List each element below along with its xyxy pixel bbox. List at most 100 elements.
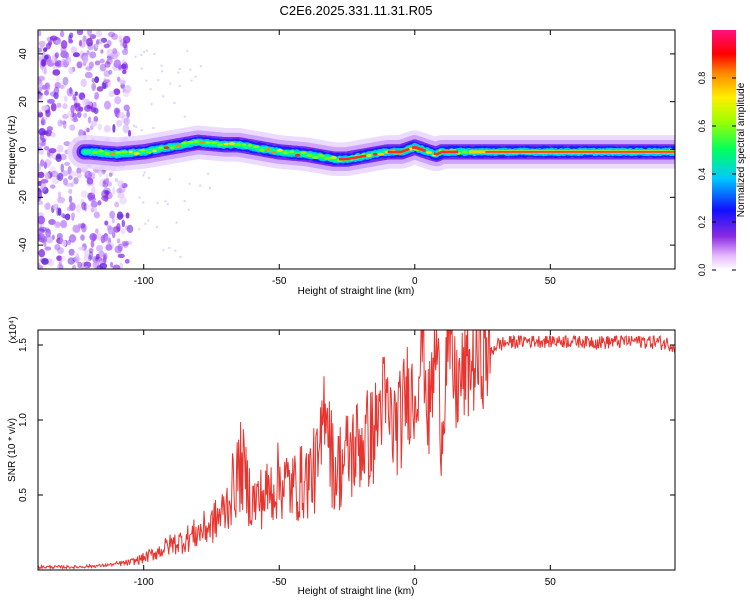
spectrogram-peak-cell [115, 151, 123, 154]
spectrogram-core-band [411, 145, 427, 153]
spectrogram-noise-cell [122, 242, 129, 248]
spectrogram-noise-cell [47, 98, 55, 104]
spectrogram-noise-cell [103, 79, 110, 84]
spectrogram-noise-cell [44, 172, 50, 180]
spectrogram-peak-cell [139, 148, 146, 152]
spectrogram-peak-cell [199, 141, 205, 144]
spectrogram-noise-cell [78, 39, 82, 47]
spectrogram-noise-cell [94, 76, 100, 84]
chart-title: C2E6.2025.331.11.31.R05 [280, 3, 433, 18]
spectrogram-noise-cell [207, 172, 210, 175]
spectrogram-noise-cell [116, 211, 124, 220]
spectrogram-noise-cell [41, 117, 45, 126]
spectrogram-noise-cell [93, 211, 100, 219]
spectrogram-noise-cell [103, 125, 111, 133]
spectrogram-noise-cell [76, 111, 82, 118]
spectrogram-peak-cell [181, 141, 188, 145]
colorbar-tick-label: 0.6 [697, 120, 707, 133]
spectrogram-noise-cell [70, 46, 78, 54]
spectrogram-noise-cell [50, 184, 56, 189]
spectrogram-peak-cell [187, 140, 194, 144]
spectrogram-noise-cell [57, 247, 64, 255]
spectrogram-noise-cell [126, 110, 130, 119]
spectrogram-noise-cell [143, 171, 146, 174]
spectrogram-noise-cell [63, 59, 69, 68]
spectrogram-noise-cell [114, 177, 119, 183]
colorbar-gradient [712, 30, 736, 270]
spectrogram-noise-cell [107, 57, 113, 65]
spectrogram-noise-cell [126, 224, 134, 234]
spectrogram-noise-cell [107, 31, 116, 38]
spectrogram-noise-cell [117, 243, 123, 252]
spectrogram-noise-cell [138, 196, 141, 199]
spectrogram-noise-cell [41, 58, 47, 67]
spectrogram-noise-cell [68, 234, 77, 243]
spectrogram-noise-cell [100, 49, 104, 54]
spectrogram-noise-cell [69, 124, 76, 131]
spectrogram-peak-cell [324, 156, 331, 160]
spectrogram-noise-cell [53, 92, 59, 100]
spectrogram-noise-cell [91, 186, 96, 196]
spectrogram-peak-cell [247, 144, 253, 147]
spectrogram-peak-cell [282, 151, 289, 155]
spectrogram-core-band [433, 150, 459, 156]
spectrogram-noise-cell [90, 106, 97, 113]
spectrogram-noise-cell [38, 47, 43, 53]
spectrogram-noise-cell [38, 109, 42, 114]
spectrogram-noise-cell [77, 261, 83, 269]
spectrogram-peak-cell [223, 142, 229, 146]
spectrogram-noise-cell [46, 126, 53, 132]
spectrogram-noise-cell [78, 106, 84, 112]
spectrogram-noise-cell [40, 159, 45, 167]
spectrogram-peak-cell [306, 154, 313, 157]
spectrogram-x-tick-label: 50 [545, 276, 557, 287]
spectrogram-noise-cell [121, 219, 126, 228]
spectrogram-noise-cell [50, 132, 56, 138]
spectrogram-noise-cell [38, 111, 44, 118]
spectrogram-noise-cell [38, 228, 45, 234]
spectrogram-peak-cell [163, 146, 170, 150]
spectrogram-noise-cell [63, 95, 68, 102]
spectrogram-noise-cell [86, 49, 90, 56]
spectrogram-noise-cell [72, 224, 81, 233]
spectrogram-peak-cell [265, 148, 271, 151]
spectrogram-noise-cell [62, 239, 67, 247]
spectrogram-noise-cell [60, 163, 65, 173]
spectrogram-noise-cell [108, 69, 113, 75]
spectrogram-noise-cell [54, 221, 61, 229]
spectrogram-noise-cell [145, 49, 148, 52]
spectrogram-noise-cell [109, 169, 115, 176]
spectrogram-noise-cell [186, 50, 189, 53]
spectrogram-peak-cell [211, 141, 218, 145]
spectrogram-noise-cell [38, 171, 45, 179]
spectrogram-noise-cell [95, 228, 99, 234]
spectrogram-noise-cell [38, 163, 42, 172]
spectrogram-noise-cell [147, 219, 150, 222]
spectrogram-noise-cell [50, 103, 57, 112]
spectrogram-peak-cell [217, 143, 224, 147]
spectrogram-noise-cell [140, 67, 143, 70]
spectrogram-noise-cell [121, 48, 129, 56]
spectrogram-noise-cell [125, 240, 133, 246]
spectrogram-noise-cell [70, 104, 75, 114]
spectrogram-noise-cell [169, 82, 172, 85]
spectrogram-noise-cell [66, 87, 74, 97]
spectrogram-noise-cell [112, 186, 116, 195]
colorbar: 0.0 0.2 0.4 0.6 0.8 Normalized spectral ampl… [697, 30, 747, 276]
spectrogram-noise-cell [50, 170, 59, 178]
snr-x-tick-label: 50 [545, 577, 557, 588]
spectrogram-noise-cell [57, 191, 62, 199]
spectrogram-noise-cell [89, 233, 98, 241]
spectrogram-noise-cell [60, 219, 68, 229]
spectrogram-noise-cell [97, 200, 102, 206]
spectrogram-noise-cell [81, 201, 87, 211]
spectrogram-noise-cell [81, 223, 87, 233]
spectrogram-peak-cell [158, 146, 163, 150]
spectrogram-noise-cell [56, 255, 63, 261]
spectrogram-noise-cell [90, 239, 95, 248]
spectrogram-noise-cell [86, 37, 93, 47]
spectrogram-noise-cell [38, 226, 47, 232]
spectrogram-peak-cell [373, 152, 378, 156]
snr-series-line [38, 330, 675, 570]
spectrogram-noise-cell [83, 254, 90, 262]
